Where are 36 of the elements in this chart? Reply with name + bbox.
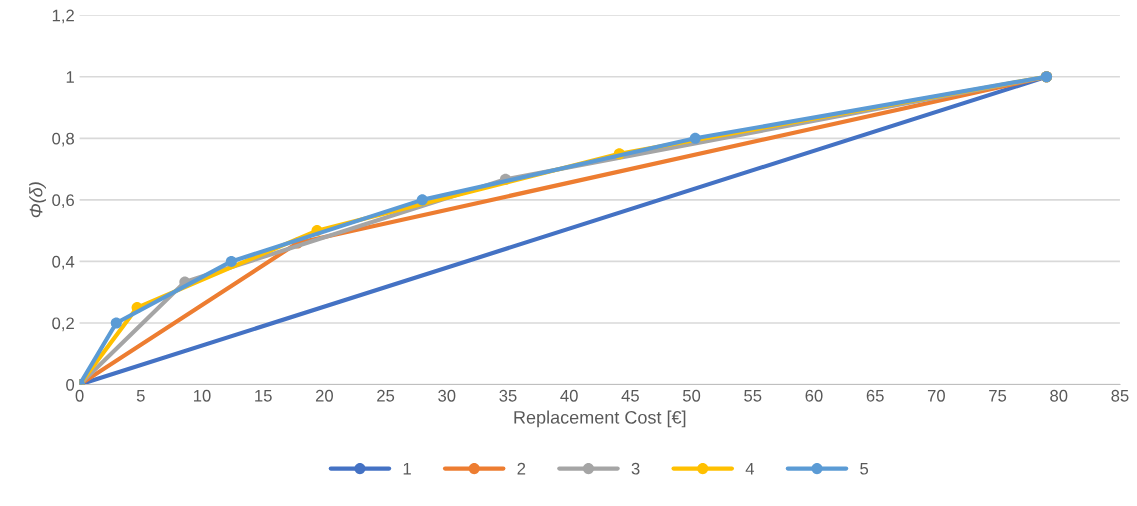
y-tick-label: 0,4	[52, 255, 75, 270]
x-tick-label: 75	[989, 390, 1007, 402]
x-tick-label: 10	[193, 389, 211, 402]
legend-label: 1	[403, 462, 411, 475]
x-tick-label: 50	[682, 389, 701, 402]
x-tick-label: 20	[315, 389, 333, 402]
point	[225, 255, 237, 267]
point	[416, 194, 428, 206]
x-tick-label: 30	[438, 389, 456, 402]
y-tick-label: 0,6	[52, 194, 74, 209]
x-tick-label: 25	[377, 389, 395, 402]
y-tick-label: 1	[66, 71, 74, 83]
x-tick-label: 0	[75, 389, 84, 402]
x-tick-label: 65	[866, 389, 884, 402]
y-tick-label: 0	[66, 378, 75, 391]
x-tick-label: 60	[805, 389, 823, 402]
legend-label: 5	[860, 462, 869, 475]
x-tick-label: 15	[255, 390, 272, 402]
y-axis-title: Φ(δ)	[29, 182, 46, 218]
point	[689, 132, 701, 144]
legend-label: 3	[631, 462, 640, 475]
x-tick-label: 35	[499, 389, 517, 402]
y-tick-label: 1,2	[52, 9, 74, 24]
x-tick-label: 55	[744, 390, 762, 402]
x-tick-label: 85	[1111, 389, 1129, 402]
x-tick-label: 80	[1050, 389, 1068, 402]
y-tick-label: 0,8	[52, 132, 75, 147]
point	[110, 317, 122, 329]
x-tick-label: 70	[927, 389, 945, 402]
x-axis-title: Replacement Cost [€]	[514, 410, 686, 428]
y-tick-label: 0,2	[52, 317, 74, 332]
legend-label: 2	[517, 462, 526, 475]
legend-label: 4	[745, 462, 755, 475]
x-tick-label: 45	[621, 390, 639, 402]
x-tick-label: 5	[136, 390, 145, 402]
x-tick-label: 40	[560, 389, 578, 402]
